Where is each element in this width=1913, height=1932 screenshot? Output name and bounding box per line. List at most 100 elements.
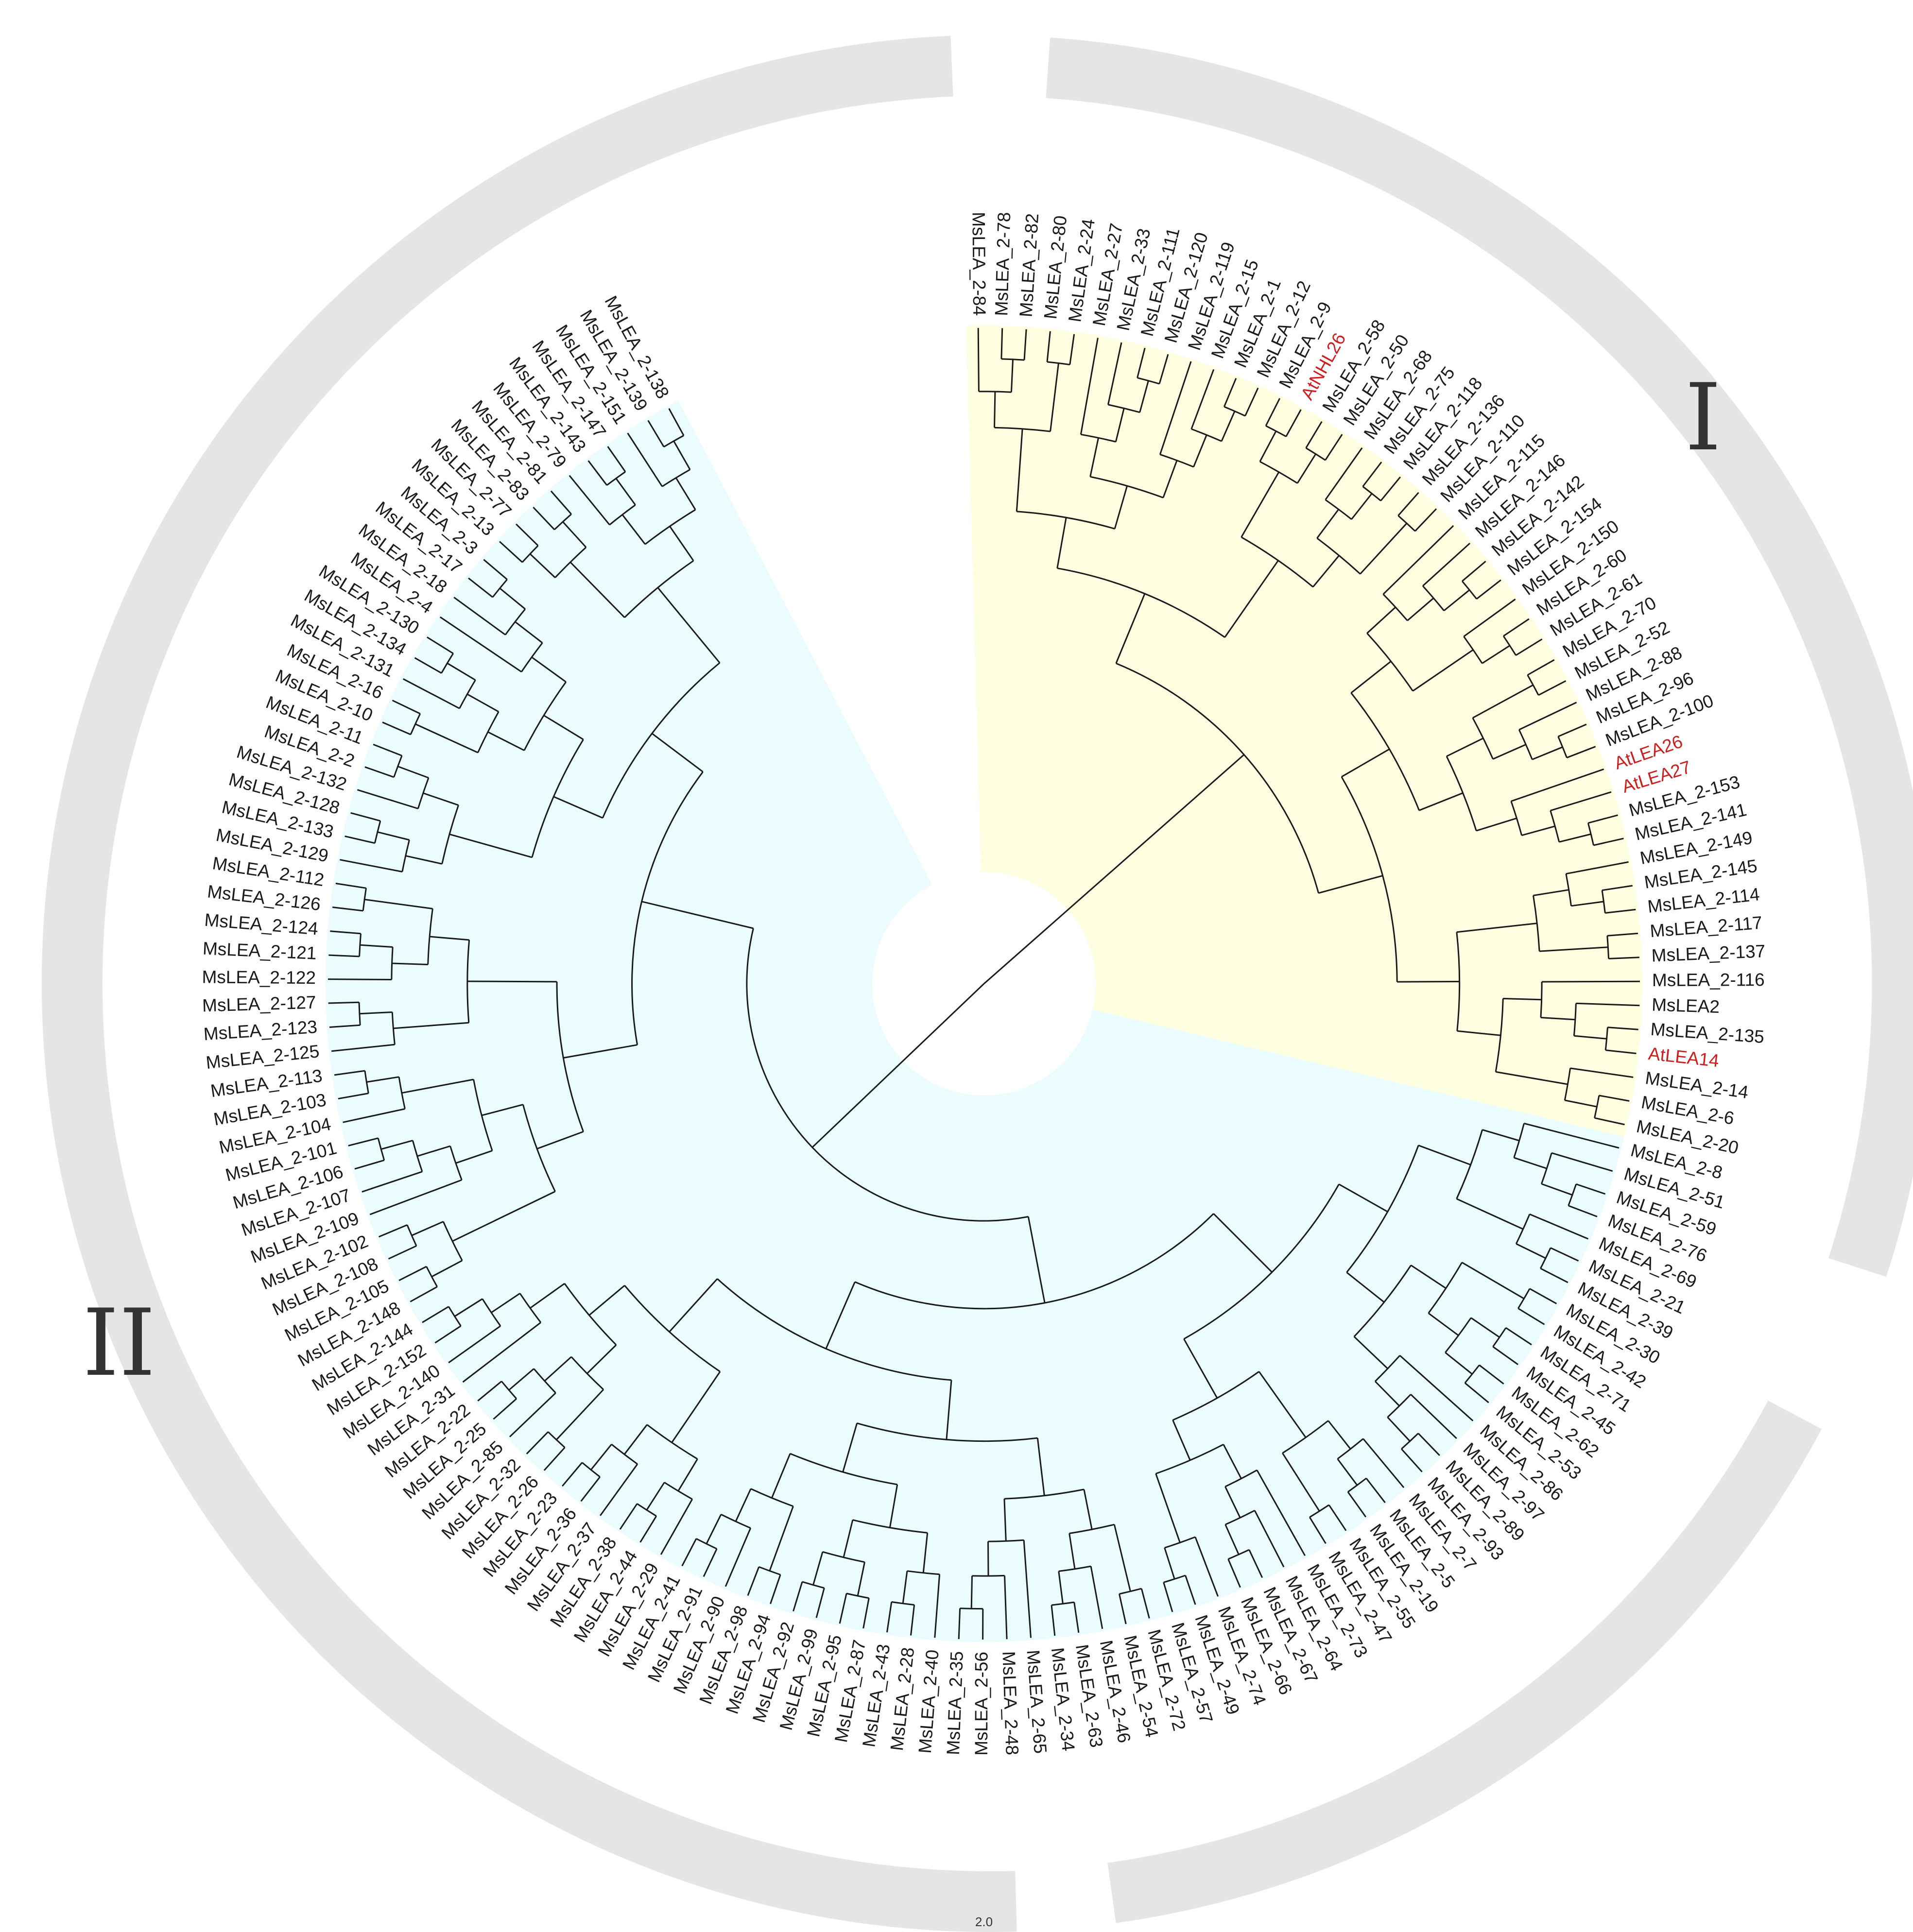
branch-arc: [1568, 1184, 1577, 1206]
root-branch-clade-two: [811, 983, 985, 1148]
branch-segment: [910, 1605, 915, 1636]
branch-segment: [1461, 1262, 1525, 1299]
branch-segment: [1524, 1123, 1620, 1149]
branch-arc: [907, 1570, 940, 1575]
branch-segment: [639, 1516, 657, 1543]
branch-segment: [675, 477, 696, 510]
branch-arc: [663, 435, 684, 448]
branch-segment: [1227, 1558, 1241, 1588]
branch-segment: [1470, 1317, 1500, 1338]
branch-segment: [1422, 543, 1471, 587]
branch-segment: [1533, 889, 1569, 896]
branch-arc: [442, 1221, 463, 1261]
branch-arc: [391, 947, 394, 980]
branch-arc: [1401, 1433, 1419, 1450]
branch-arc: [1001, 358, 1025, 361]
branch-segment: [646, 1482, 665, 1511]
branch-segment: [357, 789, 418, 809]
branch-arc: [358, 1002, 361, 1026]
branch-segment: [1517, 1308, 1545, 1325]
branch-arc: [1090, 476, 1164, 498]
branch-segment: [360, 944, 393, 948]
clade-one-shading: [966, 325, 1642, 1137]
branch-segment: [466, 693, 499, 713]
branch-segment: [1602, 885, 1633, 891]
branch-arc: [482, 1298, 501, 1327]
branch-segment: [1069, 334, 1075, 365]
branch-segment: [1463, 598, 1516, 637]
branch-segment: [1285, 409, 1302, 437]
branch-segment: [335, 883, 366, 889]
branch-segment: [1407, 598, 1434, 621]
branch-arc: [1228, 1549, 1250, 1560]
clade-shading-layer: [325, 325, 1642, 1642]
branch-segment: [1410, 1265, 1447, 1289]
clade-ring-layer: [41, 35, 1913, 1932]
branch-segment: [331, 1043, 395, 1052]
branch-arc: [1069, 1523, 1115, 1534]
branch-segment: [1083, 1489, 1093, 1530]
branch-segment: [1316, 509, 1340, 539]
branch-arc: [374, 821, 381, 843]
branch-segment: [392, 700, 421, 715]
leaf-label: MsLEA_2-35: [943, 1651, 967, 1755]
branch-segment: [1518, 701, 1577, 731]
leaf-label: MsLEA_2-137: [1651, 941, 1766, 965]
branch-segment: [1282, 1453, 1320, 1512]
branch-segment: [509, 1392, 556, 1437]
branch-segment: [330, 930, 361, 935]
clade-ring-arc-large: [41, 35, 1017, 1932]
leaf-label: MsLEA_2-34: [1048, 1646, 1079, 1752]
branch-segment: [970, 1575, 973, 1609]
branch-segment: [1362, 462, 1382, 487]
branch-arc: [972, 1574, 1005, 1577]
branch-segment: [1594, 1117, 1625, 1126]
branch-segment: [1350, 661, 1392, 694]
branch-segment: [1305, 421, 1323, 448]
branch-segment: [1529, 1214, 1589, 1240]
leaf-label: MsLEA_2-122: [202, 967, 316, 988]
branch-segment: [448, 1325, 501, 1364]
branch-segment: [1338, 1183, 1388, 1213]
branch-segment: [735, 1488, 752, 1522]
branch-arc: [417, 777, 430, 809]
branch-segment: [1529, 1288, 1557, 1304]
branch-segment: [543, 1447, 566, 1471]
branch-segment: [623, 1424, 648, 1455]
branch-segment: [1003, 1499, 1007, 1541]
branch-segment: [1213, 1213, 1273, 1273]
branch-segment: [452, 1191, 556, 1242]
leaf-label: MsLEA_2-40: [915, 1649, 943, 1754]
branch-segment: [398, 1265, 427, 1282]
branch-arc: [359, 933, 362, 957]
branch-segment: [1353, 1336, 1388, 1369]
branch-segment: [1495, 1071, 1568, 1085]
branch-segment: [977, 328, 980, 392]
branch-segment: [1605, 908, 1636, 914]
branch-segment: [328, 954, 360, 957]
branch-segment: [1114, 485, 1128, 529]
leaf-label: MsLEA_2-48: [999, 1651, 1022, 1755]
branch-segment: [454, 1298, 483, 1317]
scale-bar-label: 2.0: [975, 1915, 993, 1929]
branch-segment: [499, 541, 523, 563]
leaf-label: MsLEA_2-56: [971, 1652, 991, 1756]
branch-segment: [1558, 723, 1587, 737]
branch-segment: [569, 562, 625, 618]
branch-segment: [1482, 1129, 1520, 1142]
branch-arc: [1108, 404, 1140, 413]
branch-arc: [606, 471, 626, 486]
branch-arc: [611, 1443, 638, 1465]
branch-segment: [586, 1344, 617, 1374]
leaf-label: MsLEA_2-116: [1652, 970, 1765, 990]
branch-segment: [987, 1541, 989, 1576]
branch-segment: [1571, 901, 1604, 907]
branch-segment: [439, 616, 522, 673]
branch-segment: [401, 1078, 474, 1094]
branch-segment: [327, 978, 392, 980]
branch-segment: [467, 980, 557, 983]
branch-segment: [1503, 618, 1530, 637]
branch-segment: [1365, 1478, 1386, 1504]
branch-segment: [1000, 328, 1003, 359]
